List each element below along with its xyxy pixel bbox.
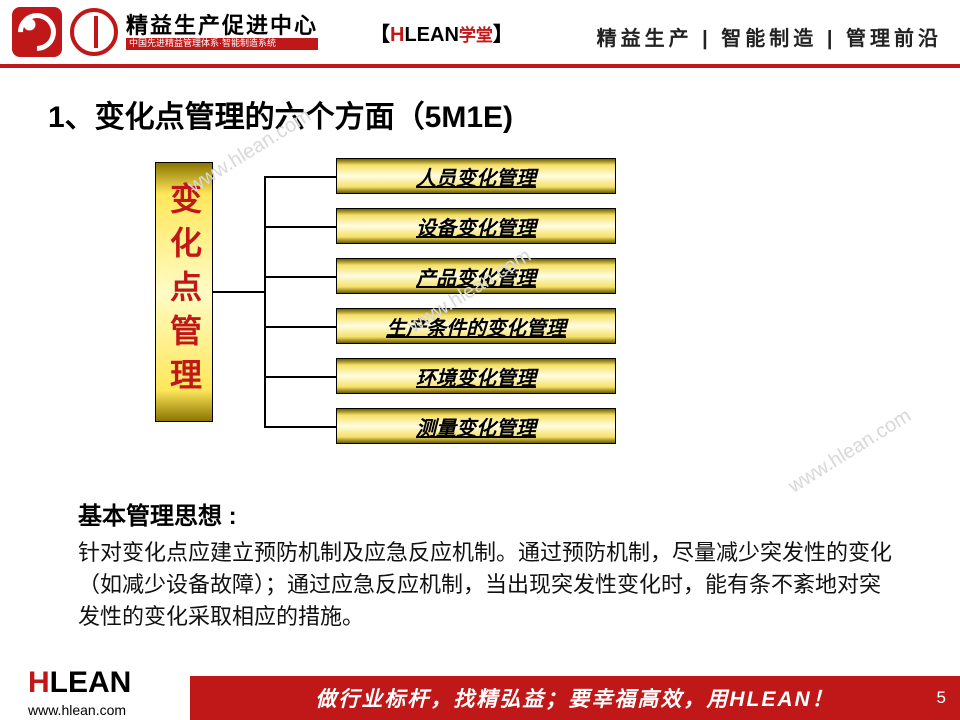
footer-url: www.hlean.com xyxy=(28,702,126,718)
header-right: 精益生产 | 智能制造 | 管理前沿 xyxy=(597,22,942,51)
header-mid: 【HLEAN学堂】 xyxy=(370,18,513,47)
body-para: 针对变化点应建立预防机制及应急反应机制。通过预防机制，尽量减少突发性的变化（如减… xyxy=(78,537,900,633)
header: 精益生产促进中心 中国先进精益管理体系·智能制造系统 【HLEAN学堂】 精益生… xyxy=(0,0,960,68)
logo-circle-icon xyxy=(70,8,118,56)
logo-icon xyxy=(12,7,62,57)
connector-branch xyxy=(264,276,336,278)
connector-branch xyxy=(264,426,336,428)
footer-logo-rest: LEAN xyxy=(50,666,132,699)
diagram-leaf: 设备变化管理 xyxy=(336,208,616,244)
logo-sub: 中国先进精益管理体系·智能制造系统 xyxy=(126,38,318,50)
body-text: 基本管理思想 : 针对变化点应建立预防机制及应急反应机制。通过预防机制，尽量减少… xyxy=(0,470,960,633)
diagram-leaf: 生产条件的变化管理 xyxy=(336,308,616,344)
footer-logo-h: H xyxy=(28,666,50,699)
diagram-leaf: 人员变化管理 xyxy=(336,158,616,194)
footer-slogan-bar: 做行业标杆，找精弘益；要幸福高效，用HLEAN！ xyxy=(190,676,960,720)
bracket: 】 xyxy=(493,24,513,46)
connector-branch xyxy=(264,376,336,378)
footer: 做行业标杆，找精弘益；要幸福高效，用HLEAN！ HLEAN www.hlean… xyxy=(0,676,960,720)
diagram-leaf: 测量变化管理 xyxy=(336,408,616,444)
page-number: 5 xyxy=(937,688,946,708)
diagram-leaf: 环境变化管理 xyxy=(336,358,616,394)
bracket: 【 xyxy=(370,24,390,46)
body-heading: 基本管理思想 : xyxy=(78,496,900,531)
page-title: 1、变化点管理的六个方面（5M1E) xyxy=(0,68,960,146)
diagram-leaf: 产品变化管理 xyxy=(336,258,616,294)
mid-h: H xyxy=(390,24,404,46)
logo-main: 精益生产促进中心 xyxy=(126,14,318,38)
diagram: 变化点管理 人员变化管理设备变化管理产品变化管理生产条件的变化管理环境变化管理测… xyxy=(0,150,960,470)
mid-sub: 学堂 xyxy=(459,26,493,45)
connector-branch xyxy=(264,176,336,178)
logo-area: 精益生产促进中心 中国先进精益管理体系·智能制造系统 xyxy=(0,0,360,66)
footer-logo: HLEAN xyxy=(28,666,131,700)
connector-branch xyxy=(264,226,336,228)
logo-text: 精益生产促进中心 中国先进精益管理体系·智能制造系统 xyxy=(126,14,318,50)
diagram-root: 变化点管理 xyxy=(155,162,213,422)
connector-branch xyxy=(264,326,336,328)
connector-trunk xyxy=(264,176,266,428)
mid-lean: LEAN xyxy=(404,24,458,46)
connector-root xyxy=(213,291,264,293)
footer-slogan: 做行业标杆，找精弘益；要幸福高效，用HLEAN！ xyxy=(315,683,834,713)
